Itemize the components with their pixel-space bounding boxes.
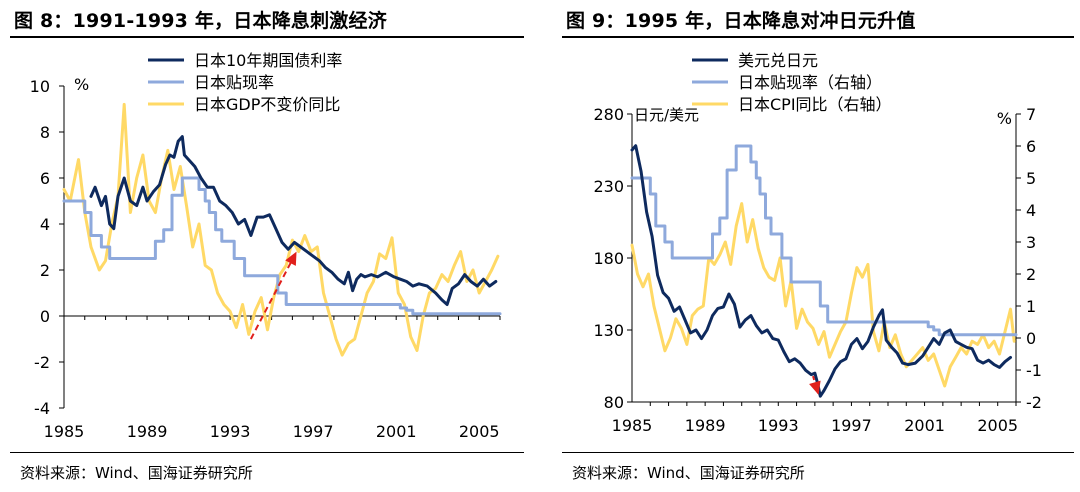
y-tick-label: 0 — [40, 307, 50, 326]
figure-9-chart: 80 130 180 230 280 -2 -1 0 1 2 3 4 5 6 7 1985 1989 1993 19… — [593, 51, 1042, 435]
y-tick-label: 8 — [40, 123, 50, 142]
right-y-tick-label: 5 — [1026, 169, 1036, 188]
right-y-tick-label: 0 — [1026, 329, 1036, 348]
legend-label-2: 日本CPI同比（右轴） — [738, 95, 892, 114]
series-line-2 — [62, 102, 500, 357]
series-line-0 — [89, 135, 498, 306]
x-tick-label: 1989 — [127, 422, 168, 441]
figure-9-bottom-rule — [562, 452, 1074, 453]
x-tick-label: 1989 — [685, 416, 726, 435]
figure-9-panel: 图 9：1995 年，日本降息对冲日元升值 80 130 180 230 280 -2 -1… — [552, 0, 1080, 492]
figure-9-source: 资料来源：Wind、国海证券研究所 — [572, 464, 805, 482]
annotation-arrow-head — [285, 251, 297, 266]
unit-label: % — [74, 75, 89, 94]
right-y-tick-label: 6 — [1026, 137, 1036, 156]
right-y-tick-label: 3 — [1026, 233, 1036, 252]
y-tick-label: 6 — [40, 169, 50, 188]
left-y-tick-label: 80 — [604, 393, 624, 412]
annotation-arrow-line — [249, 251, 298, 340]
y-tick-label: -4 — [34, 399, 50, 418]
y-tick-label: 4 — [40, 215, 50, 234]
legend-label-2: 日本GDP不变价同比 — [194, 95, 340, 114]
figure-8-title-rule — [10, 36, 524, 38]
figure-8-bottom-rule — [10, 452, 524, 453]
x-tick-label: 2005 — [977, 416, 1018, 435]
y-tick-label: 10 — [30, 77, 50, 96]
x-tick-label: 1993 — [758, 416, 799, 435]
x-tick-label: 1985 — [44, 422, 85, 441]
x-tick-label: 1997 — [831, 416, 872, 435]
legend-label-0: 日本10年期国债利率 — [194, 51, 342, 70]
left-y-tick-label: 130 — [593, 321, 624, 340]
annotation-arrow-head — [809, 380, 821, 395]
series-line-2 — [630, 202, 1016, 388]
right-y-tick-label: 7 — [1026, 105, 1036, 124]
figure-8-title: 图 8：1991-1993 年，日本降息刺激经济 — [14, 10, 387, 32]
y-tick-label: -2 — [34, 353, 50, 372]
right-y-tick-label: 4 — [1026, 201, 1036, 220]
x-tick-label: 1993 — [210, 422, 251, 441]
right-y-tick-label: 2 — [1026, 265, 1036, 284]
figure-9-title-rule — [562, 36, 1074, 38]
x-tick-label: 2005 — [459, 422, 500, 441]
x-tick-label: 1985 — [612, 416, 653, 435]
legend-label-1: 日本贴现率（右轴） — [738, 73, 882, 92]
left-y-tick-label: 280 — [593, 105, 624, 124]
right-y-tick-label: -2 — [1026, 393, 1042, 412]
y-tick-label: 2 — [40, 261, 50, 280]
x-tick-label: 2001 — [904, 416, 945, 435]
series-line-1 — [62, 176, 502, 316]
x-tick-label: 1997 — [293, 422, 334, 441]
x-tick-label: 2001 — [376, 422, 417, 441]
right-y-tick-label: -1 — [1026, 361, 1042, 380]
legend-label-0: 美元兑日元 — [738, 51, 818, 70]
figure-8-chart: -4 -2 0 2 4 6 8 10 1985 1989 1993 1997 2001 2005% 日本10… — [30, 51, 502, 441]
right-axis-label: % — [997, 109, 1012, 128]
legend-label-1: 日本贴现率 — [194, 73, 274, 92]
figure-8-source: 资料来源：Wind、国海证券研究所 — [20, 464, 253, 482]
figure-8-panel: 图 8：1991-1993 年，日本降息刺激经济 -4 -2 0 2 4 6 8 10 1985… — [0, 0, 530, 492]
left-y-tick-label: 230 — [593, 177, 624, 196]
left-axis-label: 日元/美元 — [634, 106, 699, 124]
left-y-tick-label: 180 — [593, 249, 624, 268]
figure-9-title: 图 9：1995 年，日本降息对冲日元升值 — [566, 10, 916, 32]
series-line-1 — [630, 144, 1018, 337]
right-y-tick-label: 1 — [1026, 297, 1036, 316]
